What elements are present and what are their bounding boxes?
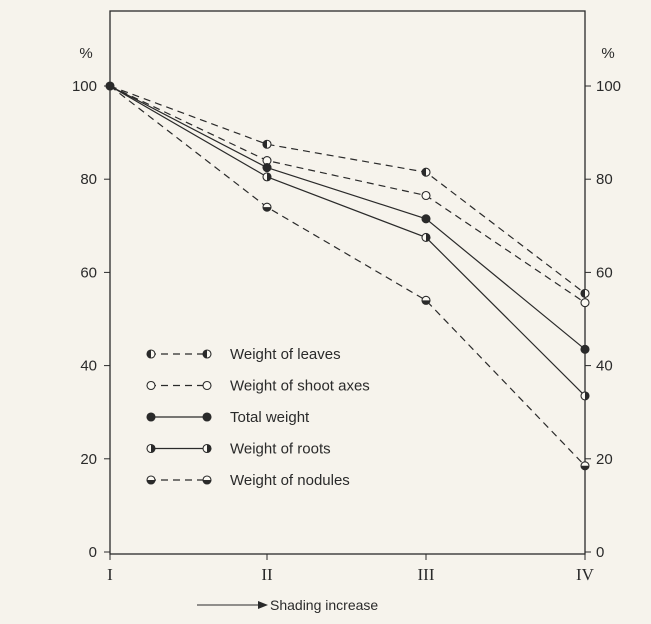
legend-marker-start xyxy=(146,443,156,454)
legend-marker-start xyxy=(146,475,156,485)
right-tick-label: 20 xyxy=(596,451,613,468)
legend-marker-end xyxy=(202,380,212,391)
legend-marker-start xyxy=(146,380,156,391)
annotation-arrowhead xyxy=(258,601,268,609)
data-point xyxy=(262,172,272,182)
series-3 xyxy=(109,85,590,354)
left-tick-label: 100 xyxy=(72,78,97,95)
left-tick-label: 60 xyxy=(80,264,97,281)
legend-marker-end xyxy=(202,349,212,359)
series-layer xyxy=(105,81,590,471)
series-4 xyxy=(109,85,590,401)
data-point xyxy=(580,298,590,308)
data-point xyxy=(580,391,590,401)
left-tick-label: 20 xyxy=(80,451,97,468)
left-axis-ticks: 0 20 40 60 80 100 xyxy=(72,78,110,561)
legend-marker-start xyxy=(146,412,156,422)
legend-label: Weight of nodules xyxy=(230,472,350,489)
left-tick-label: 0 xyxy=(89,544,97,561)
series-2 xyxy=(109,85,590,308)
shading-annotation: Shading increase xyxy=(197,597,378,613)
legend-item: Weight of leaves xyxy=(146,346,341,363)
data-point xyxy=(421,167,431,177)
legend-label: Weight of roots xyxy=(230,441,331,458)
right-tick-label: 60 xyxy=(596,264,613,281)
right-axis-unit: % xyxy=(601,45,614,62)
data-point xyxy=(421,232,431,242)
legend: Weight of leaves Weight of shoot axes Tota… xyxy=(146,346,370,489)
legend-label: Total weight xyxy=(230,409,310,426)
data-point xyxy=(580,461,590,471)
series-line xyxy=(109,85,586,304)
legend-label: Weight of shoot axes xyxy=(230,378,370,395)
annotation-text: Shading increase xyxy=(270,597,378,613)
data-point xyxy=(262,163,272,173)
data-point xyxy=(421,190,431,201)
right-tick-label: 100 xyxy=(596,78,621,95)
series-line xyxy=(109,85,586,350)
legend-marker-end xyxy=(202,443,212,454)
left-axis-unit: % xyxy=(79,45,92,62)
legend-label: Weight of leaves xyxy=(230,346,341,363)
legend-marker-start xyxy=(146,349,156,359)
series-1 xyxy=(109,85,590,298)
right-tick-label: 80 xyxy=(596,171,613,188)
right-axis-ticks: 0 20 40 60 80 100 xyxy=(585,78,621,561)
legend-item: Total weight xyxy=(146,409,310,426)
legend-item: Weight of nodules xyxy=(146,472,350,489)
left-tick-label: 40 xyxy=(80,358,97,375)
data-point xyxy=(421,214,431,224)
x-tick-label: I xyxy=(107,565,113,584)
plot-frame xyxy=(109,10,586,555)
x-axis-ticks: I II III IV xyxy=(107,554,595,584)
series-line xyxy=(109,85,586,294)
data-point xyxy=(262,202,272,212)
right-tick-label: 0 xyxy=(596,544,604,561)
legend-item: Weight of shoot axes xyxy=(146,378,370,395)
legend-marker-end xyxy=(202,475,212,485)
data-point xyxy=(580,288,590,298)
x-tick-label: II xyxy=(261,565,273,584)
legend-item: Weight of roots xyxy=(146,441,331,458)
right-tick-label: 40 xyxy=(596,358,613,375)
legend-marker-end xyxy=(202,412,212,422)
data-point xyxy=(421,295,431,305)
data-point xyxy=(262,139,272,149)
x-tick-label: III xyxy=(418,565,435,584)
series-line xyxy=(109,85,586,397)
series-5 xyxy=(109,85,590,471)
data-point xyxy=(580,344,590,354)
left-tick-label: 80 xyxy=(80,171,97,188)
origin-point xyxy=(105,81,115,91)
series-line xyxy=(109,85,586,467)
x-tick-label: IV xyxy=(576,565,595,584)
